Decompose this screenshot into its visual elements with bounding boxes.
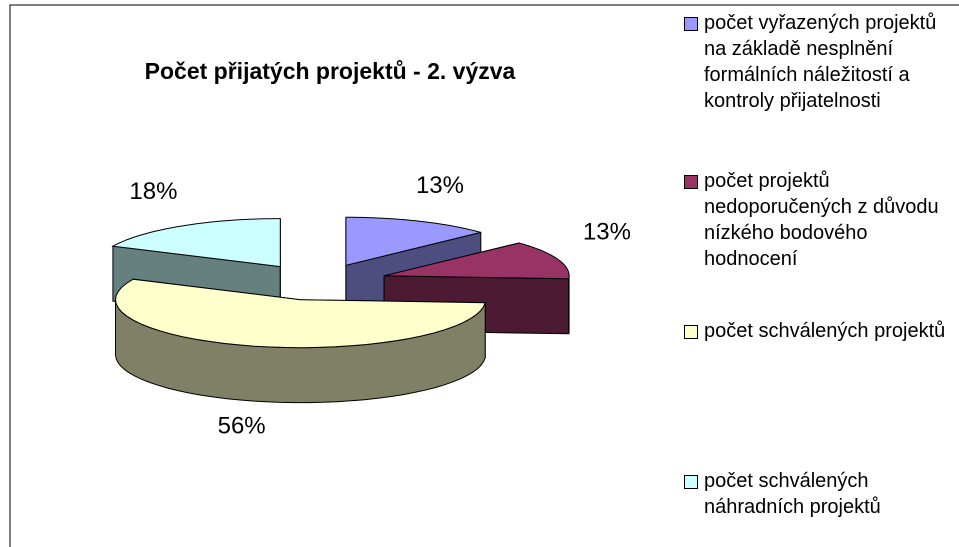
legend-swatch <box>684 475 698 489</box>
legend-entry: počet projektů nedoporučených z důvodu n… <box>680 168 958 272</box>
data-label: 18% <box>129 178 177 205</box>
legend-swatch <box>684 175 698 189</box>
chart-title: Počet přijatých projektů - 2. výzva <box>145 58 516 84</box>
legend-label: počet schválených projektů <box>704 320 946 342</box>
legend-entry: počet schválených náhradních projektů <box>680 468 958 520</box>
chart-border <box>9 4 959 547</box>
legend-entry: počet schválených projektů <box>680 318 958 344</box>
data-label: 13% <box>416 172 464 199</box>
data-label: 13% <box>583 218 631 245</box>
legend-label: počet schválených náhradních projektů <box>704 470 881 518</box>
slice <box>111 218 281 268</box>
slice <box>114 278 486 349</box>
data-label: 56% <box>218 413 266 440</box>
legend-swatch <box>684 325 698 339</box>
legend-label: počet vyřazených projektů na základě nes… <box>704 12 937 112</box>
legend-label: počet projektů nedoporučených z důvodu n… <box>704 170 939 270</box>
slice <box>383 242 570 280</box>
legend-entry: počet vyřazených projektů na základě nes… <box>680 10 958 114</box>
legend-swatch <box>684 17 698 31</box>
slice <box>345 216 481 266</box>
